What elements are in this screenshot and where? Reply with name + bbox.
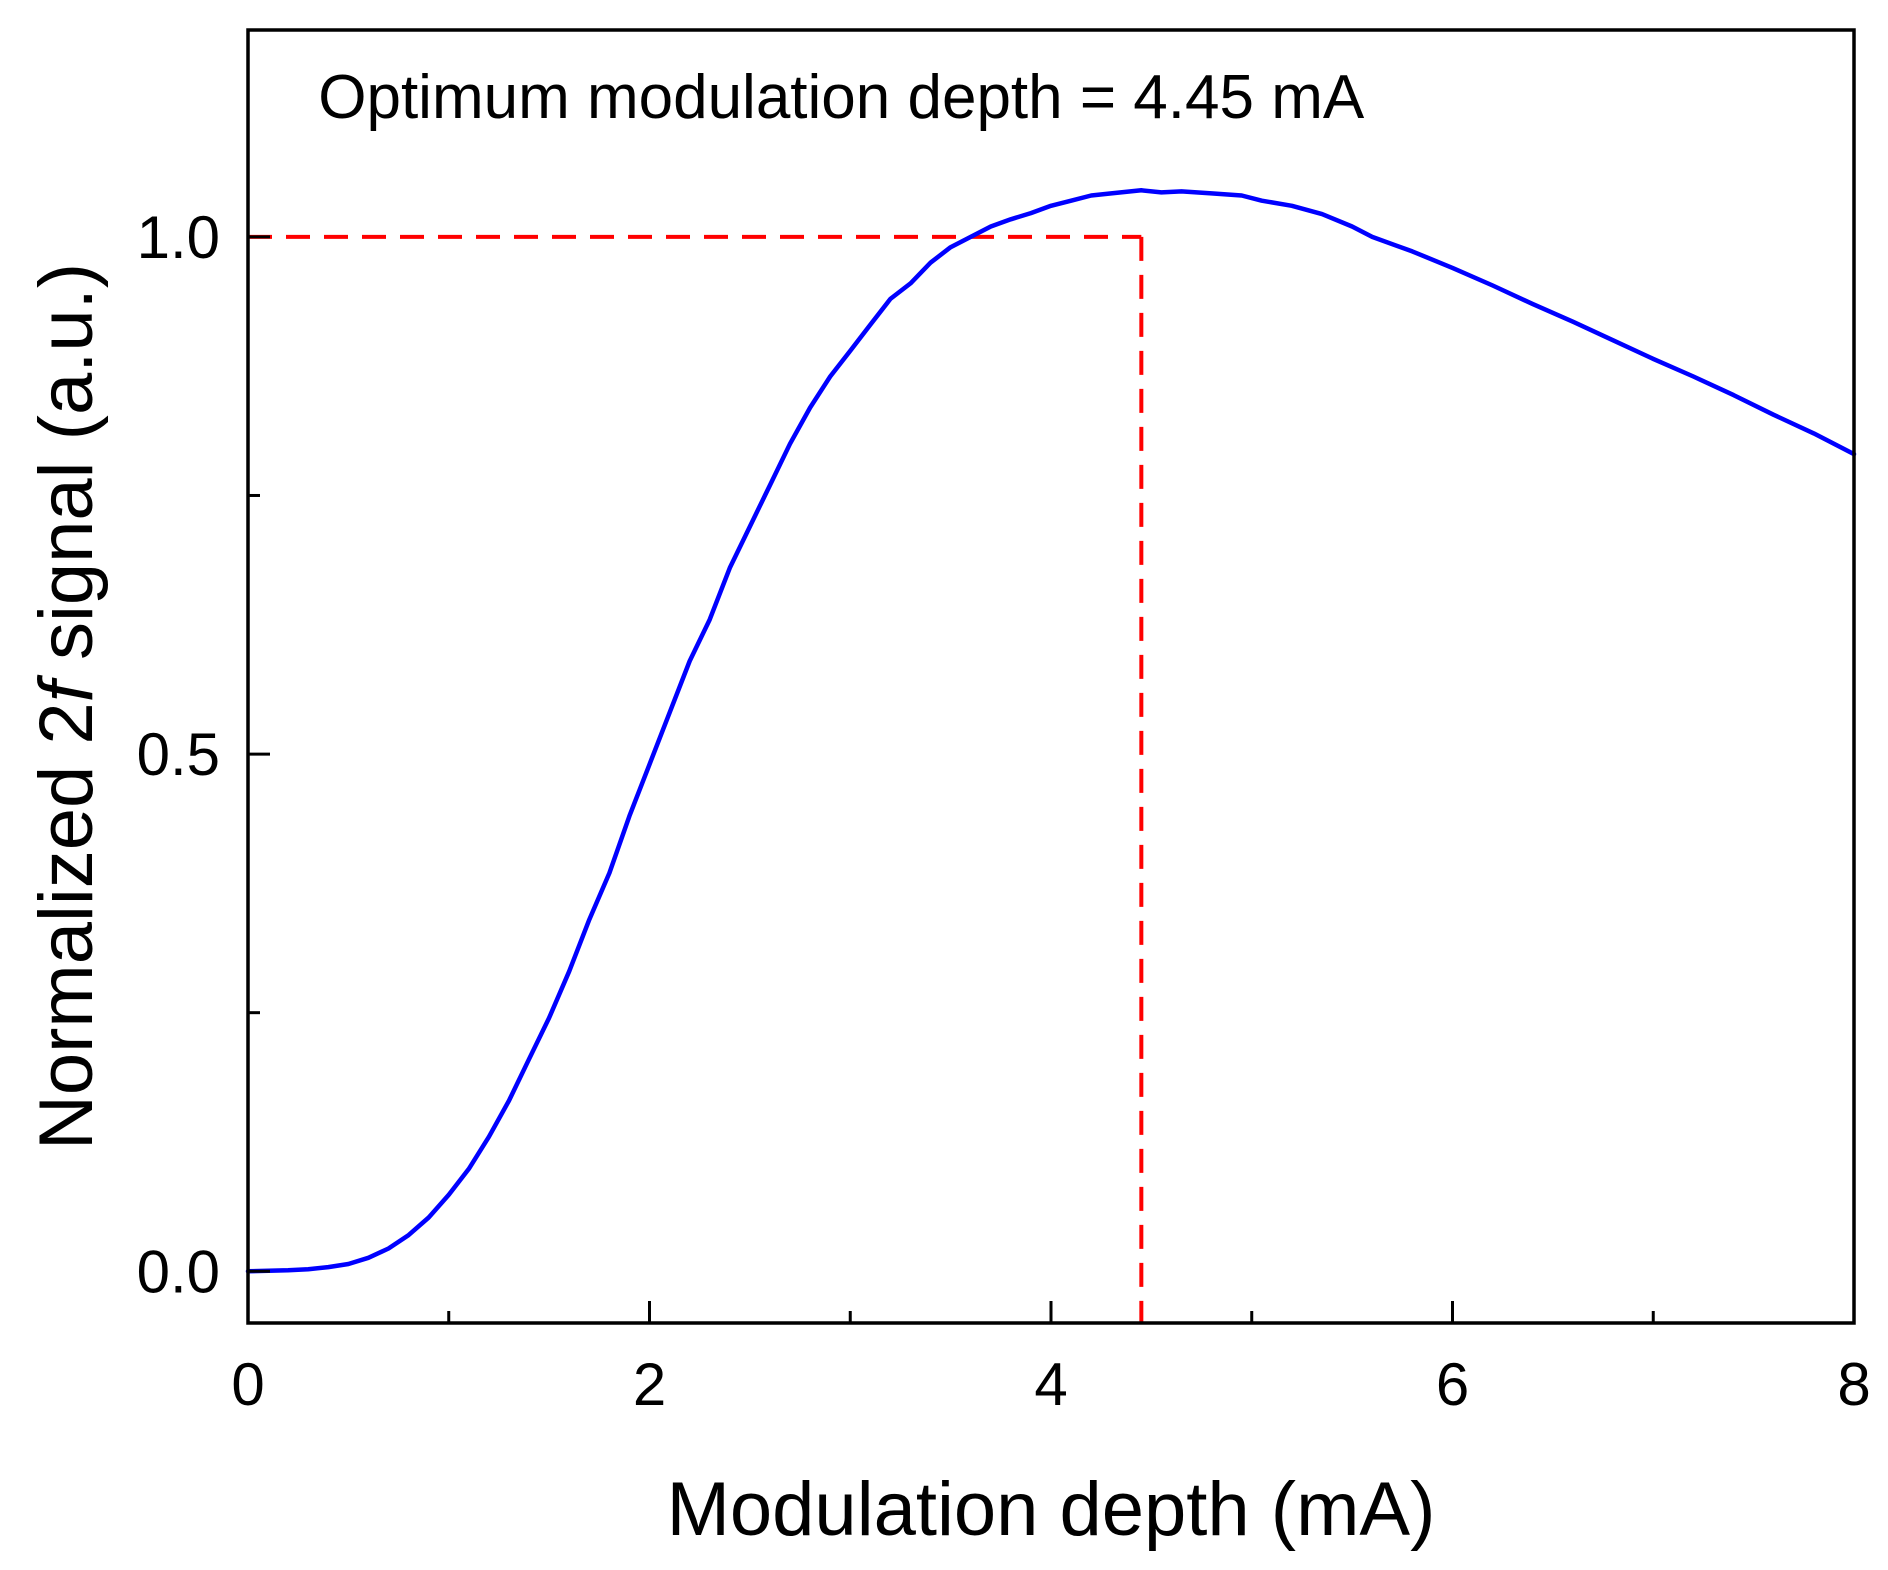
y-axis-title: Normalized 2f signal (a.u.) [24,263,109,1150]
x-axis-ticks: 0 2 4 6 8 [231,1301,1871,1418]
x-tick-label: 6 [1436,1351,1469,1418]
x-tick-label: 4 [1034,1351,1067,1418]
y-axis-title-part-4: signal (a.u.) [24,263,109,681]
y-axis-ticks: 0.0 0.5 1.0 [137,204,270,1305]
y-tick-label: 0.0 [137,1238,220,1305]
y-axis-title-part-1: Normalized [24,745,109,1150]
y-tick-label: 0.5 [137,721,220,788]
optimum-annotation: Optimum modulation depth = 4.45 mA [318,63,1365,132]
x-axis-title: Modulation depth (mA) [667,1467,1436,1552]
x-tick-label: 2 [633,1351,666,1418]
y-axis-title-part-2: 2 [24,702,109,744]
series-line-2f-signal [245,188,1857,1274]
x-tick-label: 0 [231,1351,264,1418]
x-tick-label: 8 [1837,1351,1870,1418]
y-tick-label: 1.0 [137,204,220,271]
